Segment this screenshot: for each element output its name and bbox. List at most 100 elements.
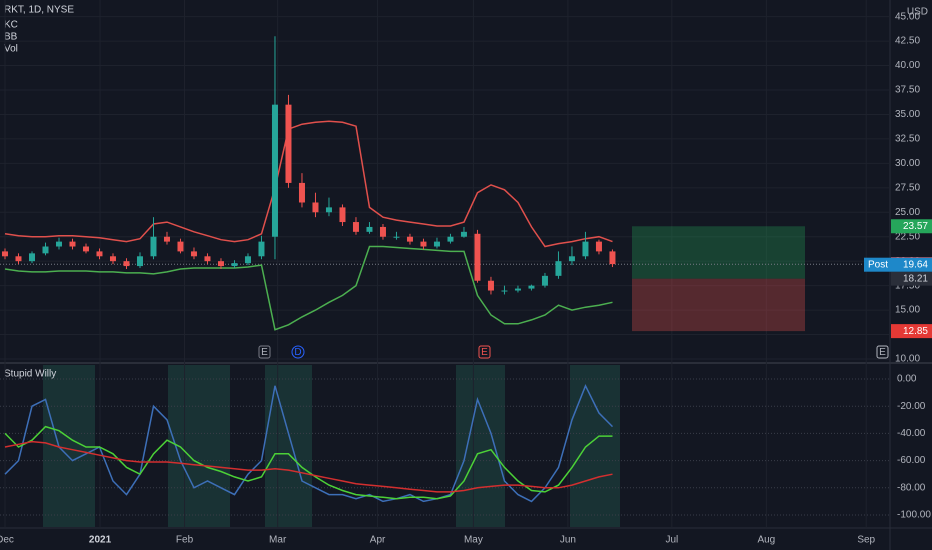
x-tick-label: Dec: [0, 535, 14, 546]
y-tick-label: 35.00: [895, 109, 920, 120]
y-tick-label: -20.00: [897, 401, 926, 412]
currency: USD: [907, 7, 928, 18]
candle-body: [271, 104, 278, 237]
candle-body: [123, 261, 130, 267]
candle-body: [204, 256, 211, 262]
y-tick-label: 15.00: [895, 305, 920, 316]
indicator-line: [4, 425, 613, 500]
post-label: Post: [868, 259, 888, 270]
price-badge: [891, 271, 932, 286]
y-tick-label: 17.50: [895, 280, 920, 291]
symbol: RKT, 1D, NYSE: [4, 5, 74, 16]
y-tick-label: -60.00: [897, 455, 926, 466]
y-tick-label: -100.00: [897, 510, 931, 521]
candle-body: [406, 236, 413, 242]
svg-text:E: E: [261, 347, 268, 358]
y-tick-label: 37.50: [895, 85, 920, 96]
candle-body: [352, 222, 359, 232]
price-badge-label: 23.57: [903, 221, 928, 232]
y-tick-label: 25.00: [895, 207, 920, 218]
loss-zone: [632, 278, 805, 332]
x-tick-label: Sep: [857, 535, 875, 546]
price-badge-label: 12.85: [903, 326, 928, 337]
candle-body: [420, 241, 427, 247]
candle-body: [190, 251, 197, 257]
profit-zone: [632, 226, 805, 279]
signal-zones: [43, 365, 620, 527]
x-tick-label: Aug: [757, 535, 775, 546]
candle-body: [474, 233, 481, 281]
candle-body: [393, 236, 400, 238]
candle-body: [487, 280, 494, 291]
candle-body: [55, 241, 62, 247]
y-tick-label: 40.00: [895, 60, 920, 71]
candle-body: [1, 251, 8, 257]
candle-body: [312, 202, 319, 213]
candle-body: [528, 285, 535, 289]
y-tick-label: 0.00: [897, 374, 917, 385]
y-tick-label: 22.50: [895, 231, 920, 242]
y-tick-label: 32.50: [895, 134, 920, 145]
indicator-line: [4, 383, 614, 503]
candle-body: [325, 207, 332, 213]
candle-body: [82, 246, 89, 252]
y-tick-label: 27.50: [895, 182, 920, 193]
post-badge: [864, 257, 932, 272]
x-tick-label: Mar: [269, 535, 287, 546]
price-badge-label: 18.21: [903, 273, 928, 284]
candle-body: [298, 182, 305, 203]
indicator: BB: [4, 32, 18, 43]
svg-text:E: E: [879, 347, 886, 358]
candle-body: [339, 207, 346, 223]
candle-body: [555, 261, 562, 276]
candle-body: [460, 231, 467, 237]
candle-body: [231, 263, 238, 267]
candle-body: [69, 241, 76, 247]
y-tick-label: 10.00: [895, 354, 920, 365]
price-badge: [891, 324, 932, 339]
candle-body: [244, 256, 251, 264]
candle-body: [15, 256, 22, 262]
candle-body: [136, 256, 143, 267]
candle-body: [217, 261, 224, 267]
candle-body: [150, 236, 157, 257]
indicator-title: Stupid Willy: [4, 369, 56, 380]
candle-body: [582, 241, 589, 257]
x-tick-label: 2021: [89, 535, 112, 546]
price-badge: [891, 219, 932, 234]
y-tick-label: 30.00: [895, 158, 920, 169]
candle-body: [177, 241, 184, 252]
indicator-line: [4, 440, 613, 493]
post-price: 19.64: [903, 259, 928, 270]
indicator-line: [4, 120, 613, 248]
x-tick-label: Jul: [665, 535, 678, 546]
candle-body: [541, 275, 548, 286]
candle-body: [379, 226, 386, 237]
candle-body: [163, 236, 170, 242]
candle-body: [568, 256, 575, 262]
candle-body: [609, 251, 616, 265]
candle-body: [42, 246, 49, 254]
candle-body: [595, 241, 602, 252]
y-tick-label: -40.00: [897, 428, 926, 439]
x-tick-label: Apr: [370, 535, 386, 546]
indicator: KC: [4, 20, 18, 31]
x-tick-label: Feb: [176, 535, 194, 546]
candle-body: [28, 253, 35, 262]
candle-body: [447, 236, 454, 242]
candle-body: [109, 256, 116, 262]
y-tick-label: 45.00: [895, 11, 920, 22]
event-icons: E D E E: [258, 345, 889, 359]
svg-text:E: E: [481, 347, 488, 358]
candle-body: [433, 241, 440, 247]
indicator: Vol: [4, 44, 18, 55]
candle-body: [366, 226, 373, 232]
candle-body: [258, 241, 265, 257]
candle-body: [501, 290, 508, 292]
x-tick-label: Jun: [560, 535, 576, 546]
candle-body: [514, 288, 521, 291]
indicator-line: [4, 245, 613, 331]
candle-body: [96, 251, 103, 257]
svg-text:D: D: [294, 347, 301, 358]
